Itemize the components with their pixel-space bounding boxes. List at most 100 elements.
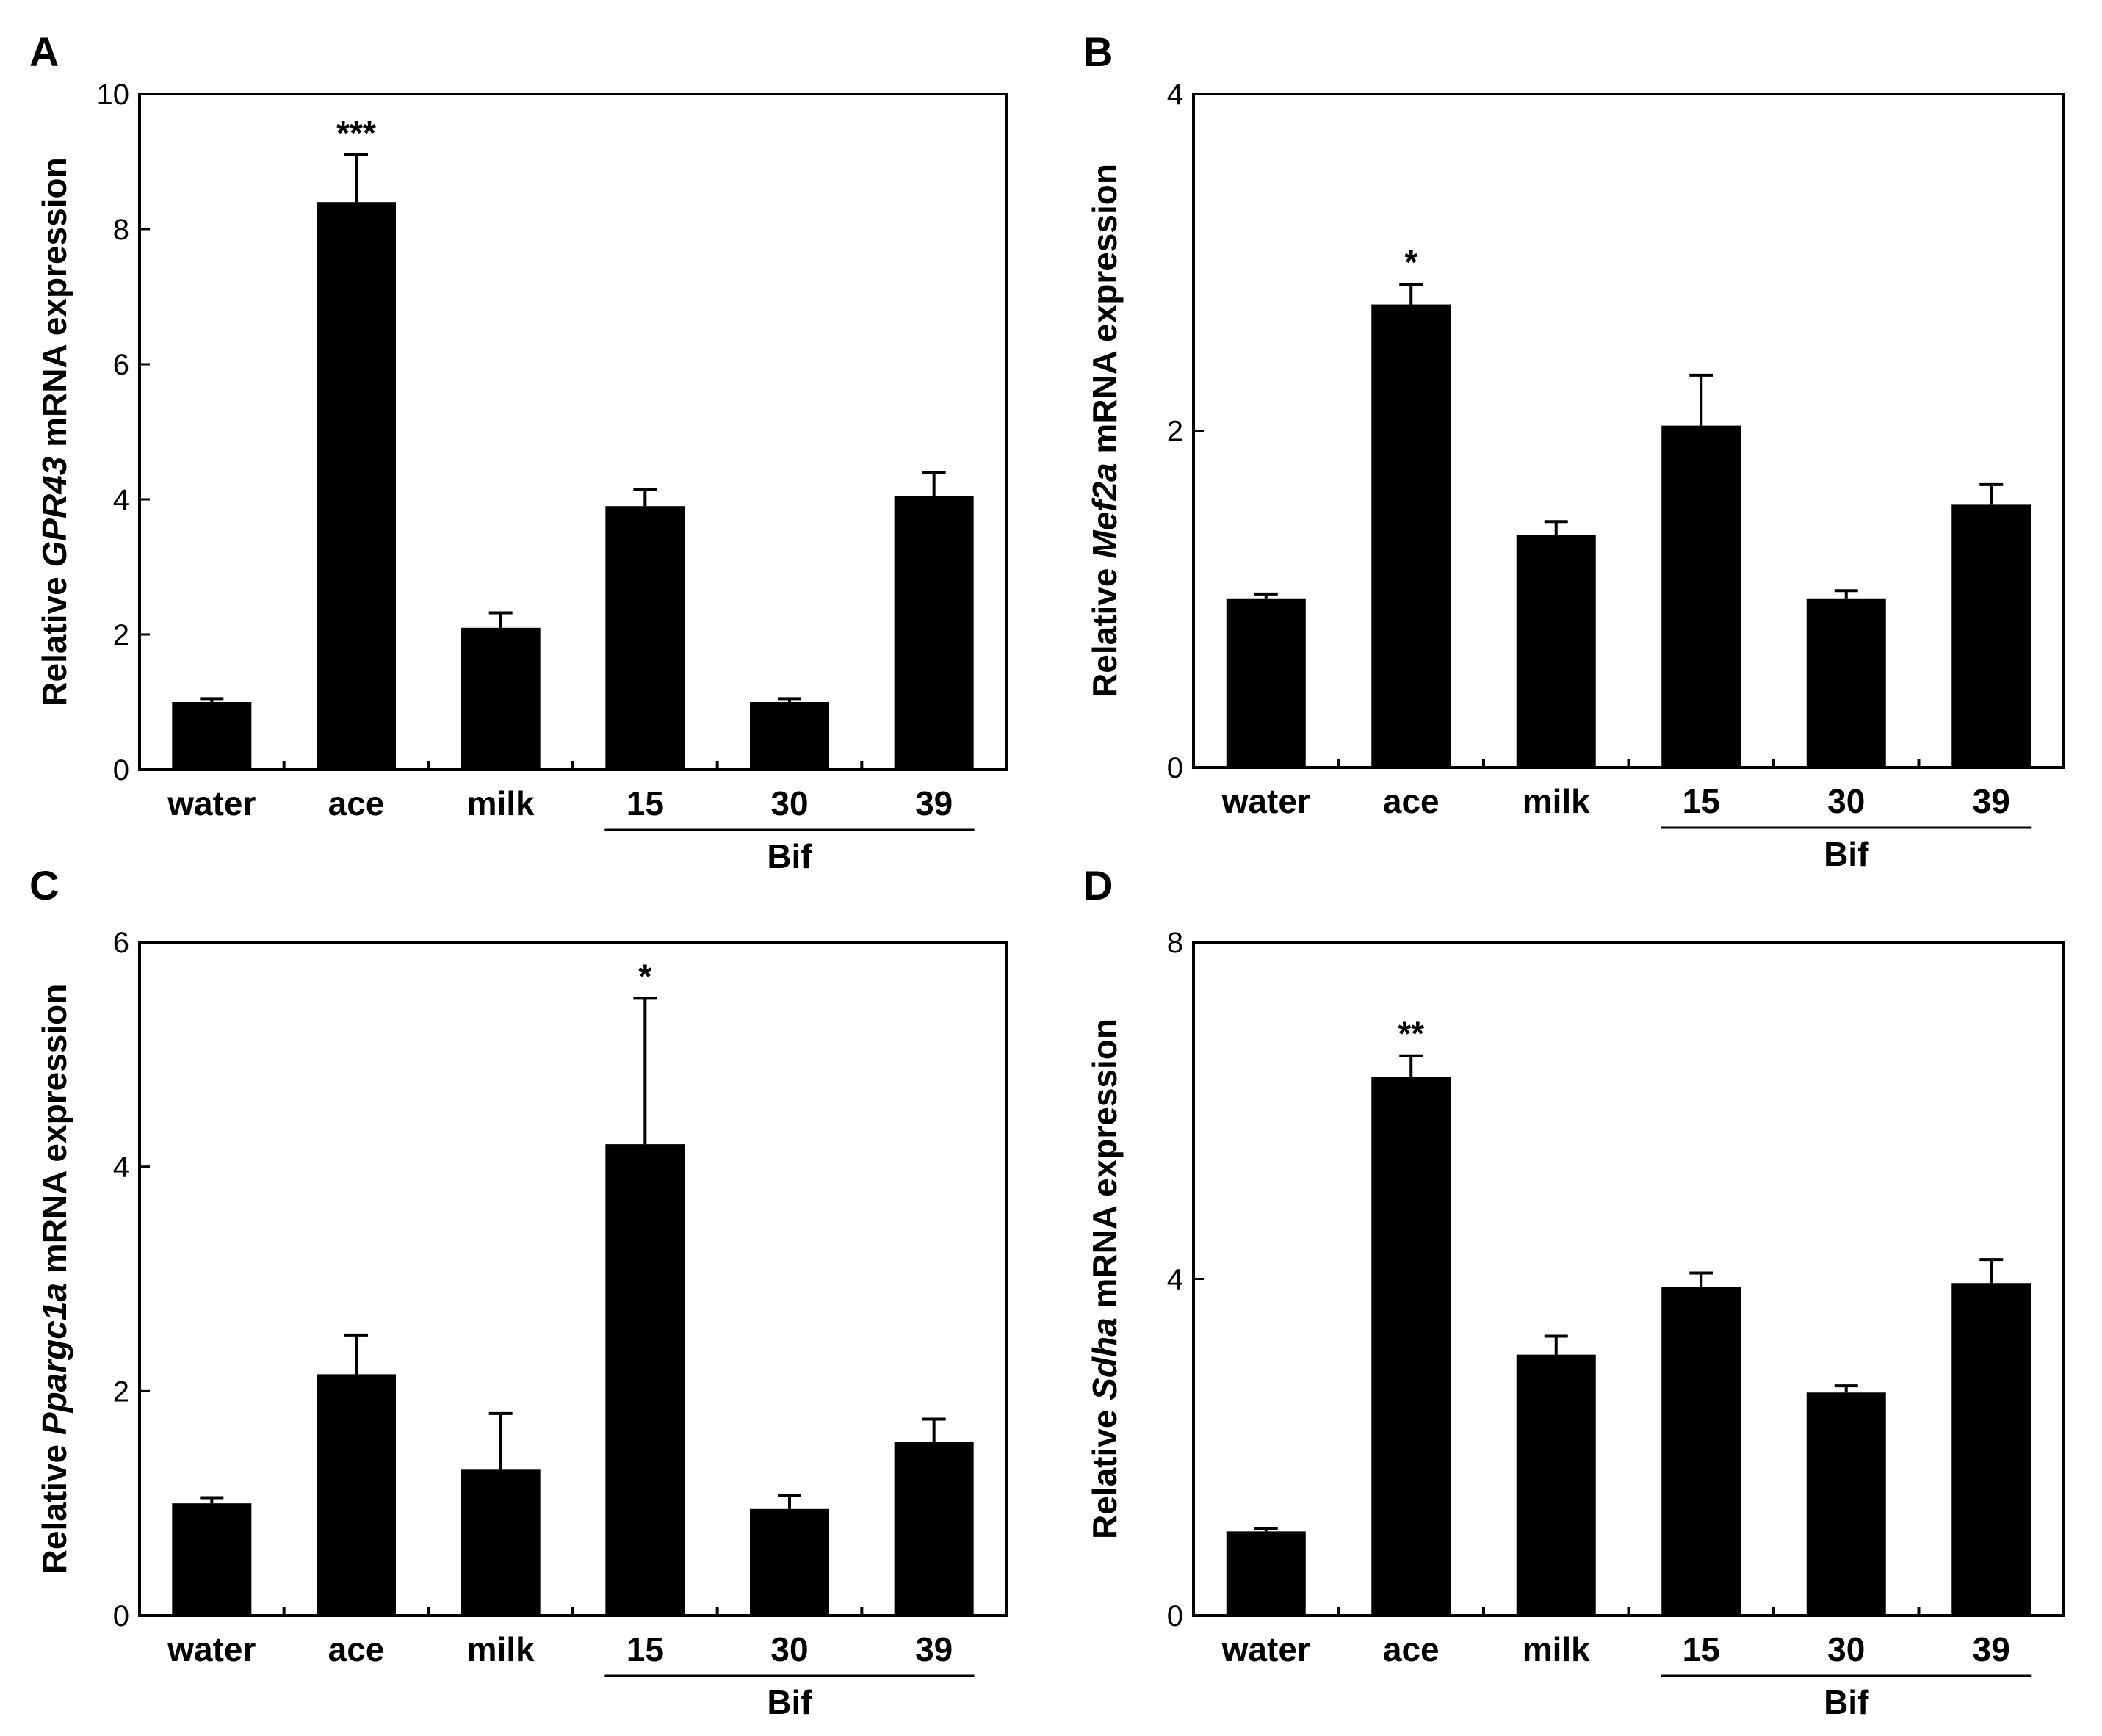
x-category-label: milk (1523, 782, 1590, 820)
y-axis-label-gene: Ppargc1a (35, 1283, 73, 1435)
bar-15 (605, 506, 685, 770)
y-axis-label-gene: GPR43 (35, 456, 73, 567)
bar-39 (894, 496, 974, 770)
panel-letter: B (1083, 29, 1113, 75)
x-category-label: milk (1523, 1630, 1590, 1668)
y-tick-label: 0 (1167, 752, 1183, 784)
bar-39 (1951, 504, 2031, 767)
x-category-label: water (167, 1630, 256, 1668)
y-axis-label-suffix: mRNA expression (35, 157, 73, 456)
x-category-label: ace (1383, 1630, 1440, 1668)
y-axis-label: Relative Mef2a mRNA expression (1086, 164, 1124, 698)
x-category-label: 39 (1973, 782, 2010, 820)
y-tick-label: 2 (113, 1375, 129, 1408)
y-tick-label: 6 (113, 927, 129, 959)
bar-15 (1661, 425, 1741, 767)
group-label: Bif (767, 837, 812, 875)
x-category-label: 30 (770, 1630, 808, 1668)
y-tick-label: 4 (113, 1151, 129, 1184)
x-category-label: 30 (1827, 782, 1865, 820)
y-tick-label: 2 (1167, 416, 1183, 448)
x-category-label: 30 (770, 784, 808, 822)
y-tick-label: 2 (113, 619, 129, 651)
panel-letter: A (29, 29, 59, 75)
x-category-label: 15 (626, 784, 664, 822)
bar-milk (461, 1469, 541, 1616)
bar-water (1226, 1531, 1306, 1616)
bar-water (1226, 598, 1306, 767)
panel-b: B 0 2 4 water * ace milk 15 30 39 Bif Relative Mef2a… (1083, 29, 2065, 873)
bar-30 (750, 702, 829, 770)
bar-ace (1371, 304, 1451, 767)
significance-marker: * (1404, 243, 1417, 281)
x-category-label: 15 (1683, 782, 1720, 820)
bar-ace (1371, 1077, 1451, 1616)
plot-frame (1192, 941, 2065, 1617)
y-tick-label: 6 (113, 349, 129, 381)
y-tick-label: 8 (113, 214, 129, 246)
y-tick-label: 4 (1167, 79, 1183, 111)
y-tick-label: 8 (1167, 927, 1183, 959)
bar-30 (1806, 598, 1886, 767)
y-axis-label: Relative Ppargc1a mRNA expression (35, 984, 73, 1574)
y-tick-label: 0 (113, 1600, 129, 1632)
y-axis-label-prefix: Relative (35, 567, 73, 706)
bar-ace (317, 202, 396, 770)
group-label: Bif (767, 1683, 812, 1721)
x-category-label: milk (467, 1630, 535, 1668)
y-tick-label: 0 (1167, 1600, 1183, 1632)
panel-letter: D (1083, 862, 1113, 908)
bar-water (172, 1503, 252, 1616)
bar-milk (1516, 1354, 1596, 1616)
x-category-label: 39 (915, 784, 953, 822)
bar-milk (1516, 535, 1596, 767)
bar-39 (894, 1442, 974, 1616)
bar-39 (1951, 1283, 2031, 1616)
panel-c: C 0 2 4 6 water ace milk * 15 30 39 Bif Relative Ppar… (29, 862, 1008, 1721)
plot-frame (138, 93, 1008, 771)
group-label: Bif (1824, 835, 1869, 873)
y-axis-label-suffix: mRNA expression (1086, 164, 1124, 463)
x-category-label: 15 (1683, 1630, 1720, 1668)
x-category-label: ace (1383, 782, 1440, 820)
bar-30 (750, 1508, 829, 1616)
bar-15 (1661, 1287, 1741, 1616)
y-axis-label-prefix: Relative (1086, 1400, 1124, 1539)
plot-frame (138, 941, 1008, 1617)
panel-a: A 0 2 4 6 8 10 water *** ace milk 15 30 39 Bif Relative… (29, 29, 1008, 875)
x-category-label: 30 (1827, 1630, 1865, 1668)
bar-15 (605, 1144, 685, 1616)
group-label: Bif (1824, 1683, 1869, 1721)
x-category-label: water (1221, 1630, 1310, 1668)
x-category-label: 39 (915, 1630, 953, 1668)
bar-ace (317, 1374, 396, 1616)
y-axis-label: Relative GPR43 mRNA expression (35, 157, 73, 706)
x-category-label: water (167, 784, 256, 822)
y-axis-label: Relative Sdha mRNA expression (1086, 1019, 1124, 1539)
y-axis-label-suffix: mRNA expression (35, 984, 73, 1283)
panel-letter: C (29, 862, 59, 908)
y-axis-label-gene: Sdha (1086, 1317, 1124, 1400)
significance-marker: ** (1398, 1015, 1424, 1053)
panel-d: D 0 4 8 water ** ace milk 15 30 39 Bif Relative Sdha… (1083, 862, 2065, 1721)
x-category-label: 39 (1973, 1630, 2010, 1668)
x-category-label: ace (328, 1630, 385, 1668)
significance-marker: *** (336, 114, 376, 152)
y-tick-label: 10 (97, 79, 130, 111)
x-category-label: milk (467, 784, 535, 822)
y-tick-label: 4 (113, 484, 129, 516)
y-axis-label-gene: Mef2a (1086, 463, 1124, 558)
x-category-label: ace (328, 784, 385, 822)
y-axis-label-suffix: mRNA expression (1086, 1019, 1124, 1317)
bar-30 (1806, 1392, 1886, 1616)
y-axis-label-prefix: Relative (35, 1435, 73, 1574)
x-category-label: water (1221, 782, 1310, 820)
bar-water (172, 702, 252, 770)
significance-marker: * (638, 957, 651, 995)
x-category-label: 15 (626, 1630, 664, 1668)
y-tick-label: 4 (1167, 1264, 1183, 1296)
plot-frame (1192, 93, 2065, 769)
bar-milk (461, 627, 541, 770)
y-axis-label-prefix: Relative (1086, 559, 1124, 698)
